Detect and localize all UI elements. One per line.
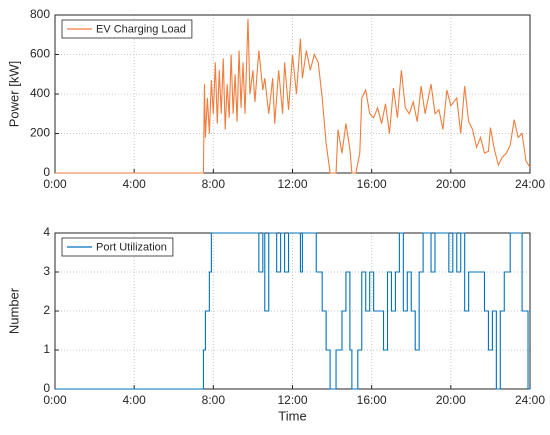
x-tick-label: 12:00 (277, 177, 307, 191)
x-tick-label: 20:00 (436, 393, 466, 407)
x-tick-label: 0:00 (43, 177, 67, 191)
x-tick-label: 8:00 (202, 393, 226, 407)
y-axis-label: Power [kW] (6, 61, 21, 127)
x-tick-label: 8:00 (202, 177, 226, 191)
legend-label: Port Utilization (96, 241, 167, 253)
x-tick-label: 24:00 (515, 177, 545, 191)
y-tick-label: 0 (43, 381, 50, 395)
x-tick-label: 12:00 (277, 393, 307, 407)
y-tick-label: 200 (30, 126, 50, 140)
y-tick-label: 2 (43, 303, 50, 317)
data-line (55, 18, 531, 174)
legend-box (61, 237, 174, 257)
x-axis-label: Time (278, 408, 306, 423)
x-tick-label: 0:00 (43, 393, 67, 407)
y-axis-label: Number (6, 287, 21, 334)
y-tick-label: 400 (30, 86, 50, 100)
x-tick-label: 16:00 (357, 177, 387, 191)
y-tick-label: 4 (43, 225, 50, 239)
x-tick-label: 4:00 (122, 393, 146, 407)
legend: Port Utilization (61, 237, 174, 257)
legend-box (61, 19, 193, 39)
y-tick-label: 600 (30, 47, 50, 61)
x-tick-label: 16:00 (357, 393, 387, 407)
data-line (55, 232, 530, 390)
legend: EV Charging Load (61, 19, 193, 39)
axes-frame (54, 14, 531, 174)
y-tick-label: 1 (43, 342, 50, 356)
y-tick-label: 3 (43, 264, 50, 278)
y-tick-label: 800 (30, 7, 50, 21)
legend-label: EV Charging Load (96, 23, 186, 35)
y-tick-label: 0 (43, 165, 50, 179)
x-tick-label: 20:00 (436, 177, 466, 191)
x-tick-label: 24:00 (515, 393, 545, 407)
x-tick-label: 4:00 (122, 177, 146, 191)
